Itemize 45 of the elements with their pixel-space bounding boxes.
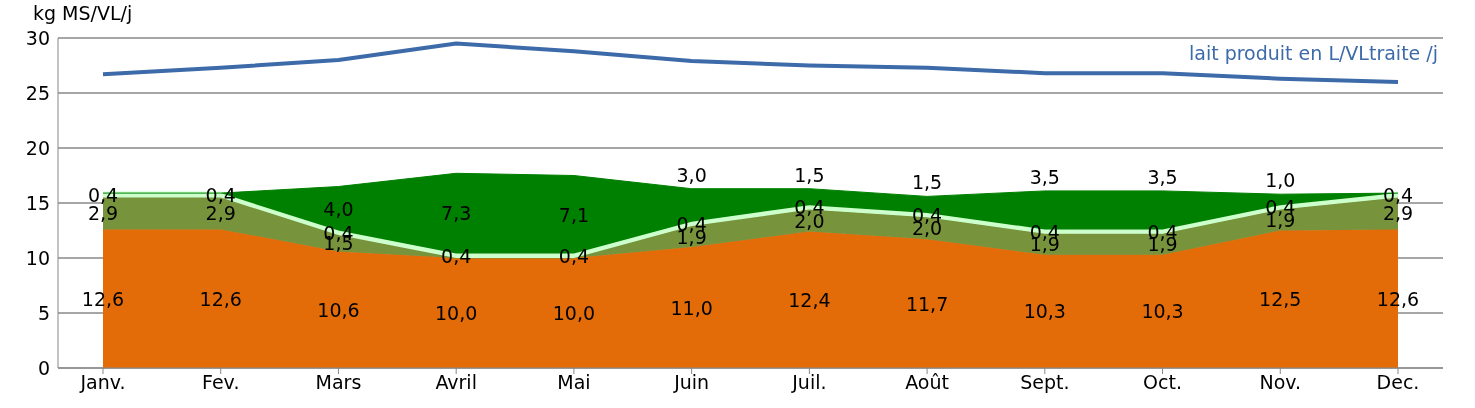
- x-tick-label: Janv.: [79, 371, 126, 394]
- x-tick-label: Juil.: [791, 371, 827, 394]
- data-label: 10,0: [435, 302, 478, 324]
- data-label: 3,5: [1147, 165, 1178, 188]
- x-tick-label: Oct.: [1143, 371, 1182, 394]
- x-tick-label: Sept.: [1020, 371, 1070, 394]
- data-label: 4,0: [323, 197, 354, 220]
- data-label: 10,3: [1141, 300, 1184, 323]
- y-tick-label: 5: [37, 301, 50, 324]
- data-label: 11,0: [670, 296, 713, 319]
- x-tick-label: Mai: [557, 371, 591, 394]
- data-label: 11,7: [905, 292, 949, 315]
- series-label: lait produit en L/VLtraite /j: [1188, 42, 1438, 64]
- data-label: 12,6: [1376, 287, 1420, 310]
- x-tick-label: Dec.: [1376, 371, 1420, 394]
- y-tick-label: 10: [25, 246, 50, 269]
- data-label: 12,5: [1259, 288, 1302, 311]
- data-label: 1,0: [1265, 169, 1296, 192]
- y-tick-label: 20: [25, 136, 50, 159]
- data-label: 1,5: [911, 171, 943, 194]
- data-label: 7,3: [441, 202, 472, 225]
- data-label: 0,4: [87, 184, 119, 207]
- data-label: 10,6: [317, 298, 360, 321]
- x-tick-label: Mars: [315, 371, 362, 394]
- data-label: 1,5: [794, 163, 825, 186]
- x-tick-label: Juin: [673, 371, 710, 394]
- data-label: 3,5: [1029, 165, 1060, 188]
- data-label: 12,4: [788, 288, 831, 311]
- data-label: 0,4: [1382, 184, 1414, 207]
- data-label: 10,3: [1023, 300, 1066, 323]
- y-tick-label: 30: [25, 26, 50, 49]
- data-label: 3,0: [676, 163, 707, 186]
- data-label: 0,4: [205, 184, 236, 207]
- data-label: 7,1: [558, 203, 590, 226]
- x-tick-label: Fev.: [202, 371, 240, 394]
- x-tick-label: Avril: [435, 371, 477, 394]
- data-label: 10,0: [552, 302, 596, 324]
- data-label: 12,6: [199, 287, 242, 310]
- y-tick-label: 15: [25, 191, 50, 214]
- y-tick-label: 0: [37, 356, 50, 379]
- y-axis-title: kg MS/VL/j: [33, 2, 134, 24]
- y-tick-label: 25: [25, 81, 50, 104]
- x-tick-label: Nov.: [1259, 371, 1302, 394]
- data-label: 12,6: [81, 287, 125, 310]
- x-tick-label: Août: [905, 371, 949, 394]
